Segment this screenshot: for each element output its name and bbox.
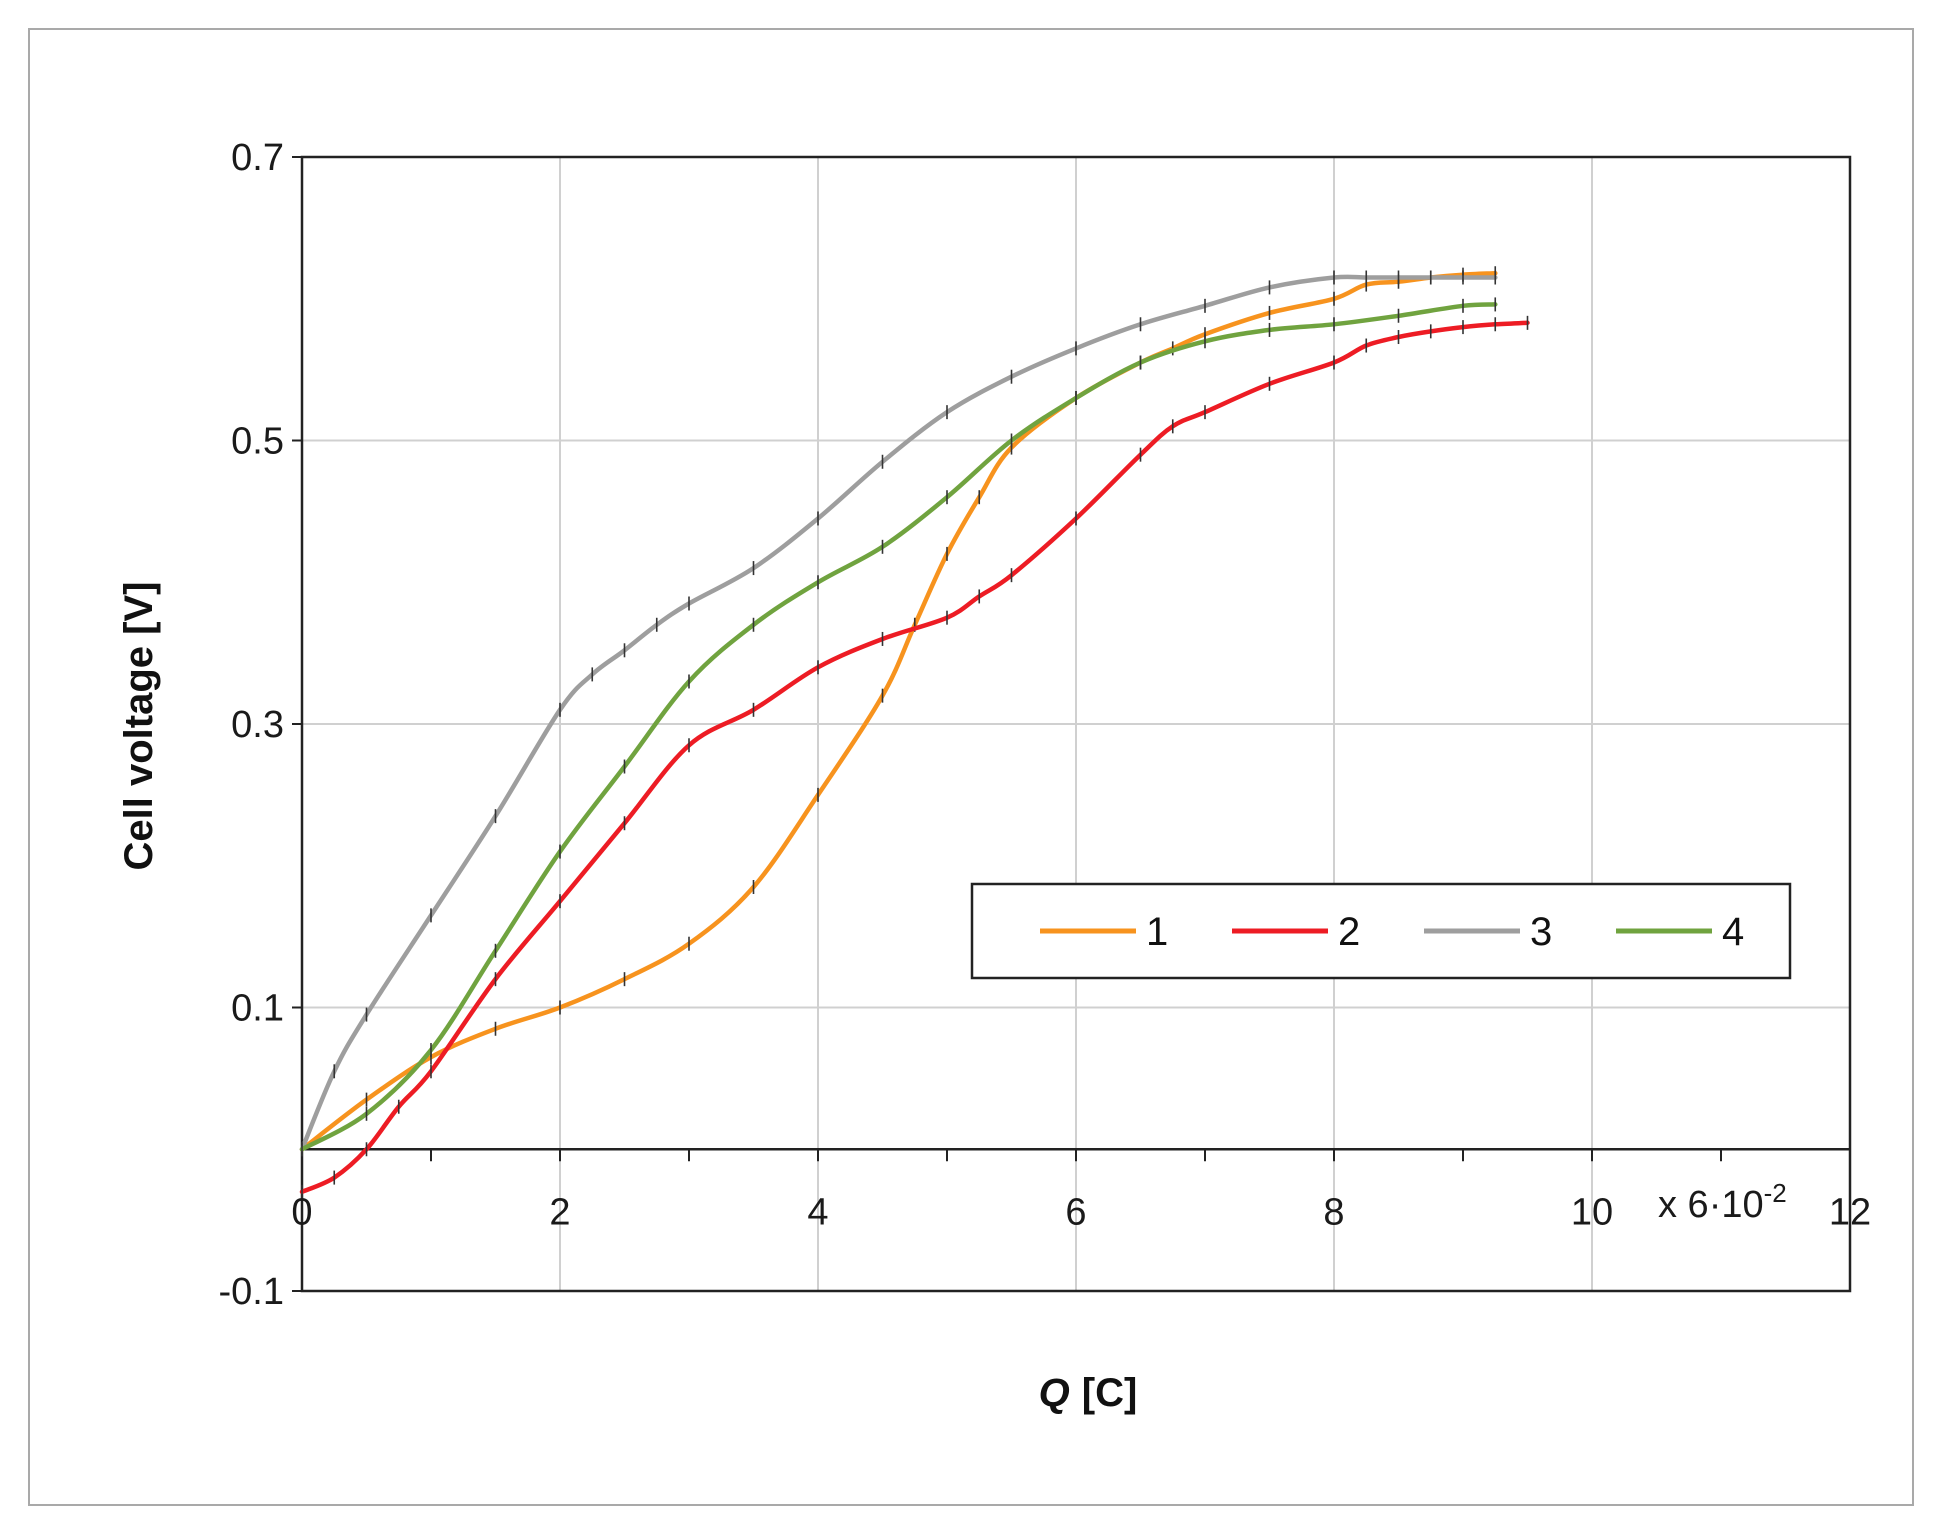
series-4 <box>299 297 1498 1157</box>
x-axis-title-symbol: Q <box>1039 1371 1070 1415</box>
series-layer <box>299 266 1530 1199</box>
x-tick-label: 4 <box>807 1191 828 1233</box>
y-tick-label: 0.3 <box>231 704 284 746</box>
series-line-2 <box>299 320 1530 1195</box>
x-multiplier-base: x 6·10 <box>1658 1184 1764 1226</box>
legend: 1 2 3 4 <box>970 882 1792 980</box>
legend-label-4: 4 <box>1722 910 1744 954</box>
x-tick-label: 6 <box>1065 1191 1086 1233</box>
series-line-3 <box>299 274 1498 1152</box>
tick-label-layer: -0.10.10.30.50.70 2 4 6 8 10 12 <box>219 137 1872 1313</box>
x-axis-title-unit: [C] <box>1082 1371 1138 1415</box>
x-tick-label: 8 <box>1323 1191 1344 1233</box>
legend-label-1: 1 <box>1146 910 1168 954</box>
y-axis-title: Cell voltage [V] <box>117 582 161 871</box>
series-line-1 <box>299 270 1498 1152</box>
y-tick-label: 0.5 <box>231 421 284 463</box>
legend-label-3: 3 <box>1530 910 1552 954</box>
y-tick-label: 0.7 <box>231 137 284 179</box>
chart-frame <box>28 28 1914 1506</box>
y-tick-label: -0.1 <box>219 1271 284 1313</box>
series-line-4 <box>299 302 1498 1152</box>
axes-layer <box>292 155 1852 1293</box>
x-axis-title: Q [C] <box>1039 1371 1138 1415</box>
legend-label-2: 2 <box>1338 910 1360 954</box>
x-tick-label: 2 <box>549 1191 570 1233</box>
x-tick-label: 10 <box>1571 1191 1613 1233</box>
series-1 <box>299 266 1498 1157</box>
x-tick-label: 12 <box>1829 1191 1871 1233</box>
x-tick-label: 0 <box>291 1191 312 1233</box>
series-3 <box>299 270 1498 1157</box>
series-2 <box>299 315 1530 1199</box>
y-tick-label: 0.1 <box>231 988 284 1030</box>
grid-layer <box>302 157 1850 1291</box>
x-axis-multiplier-label: x 6·10-2 <box>1658 1178 1787 1226</box>
x-multiplier-exponent: -2 <box>1764 1178 1787 1208</box>
